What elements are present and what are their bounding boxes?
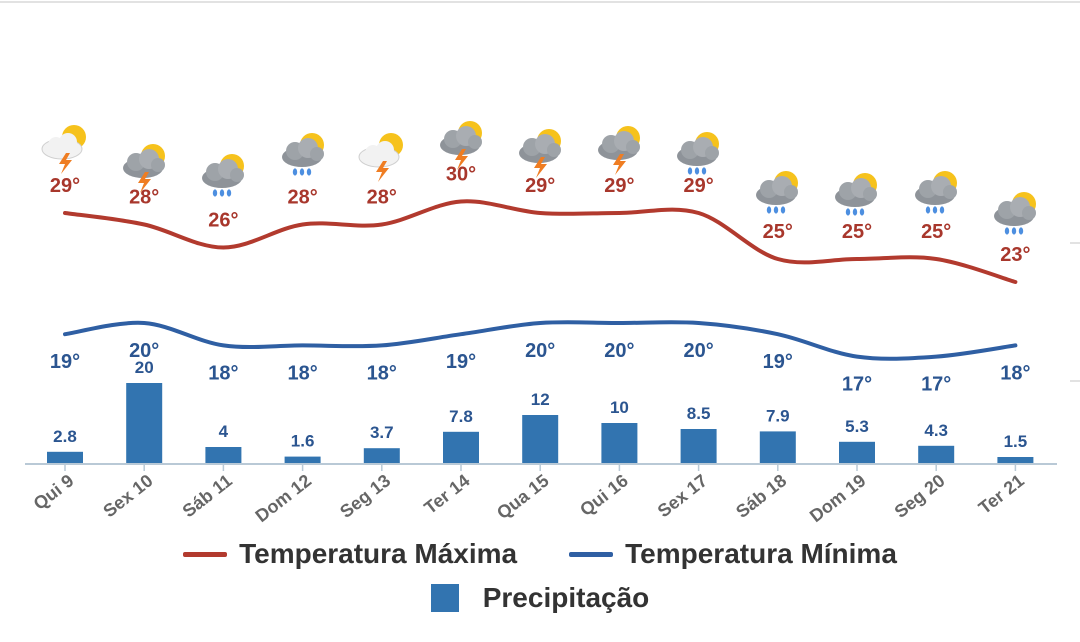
max-temp-label: 29° [525,175,555,197]
max-temp-label: 28° [367,187,397,209]
precip-bar[interactable] [839,441,875,463]
precip-bar[interactable] [601,423,638,463]
precip-value-label: 1.6 [291,432,315,451]
rain-cloud-icon [835,173,877,216]
min-temp-label: 18° [208,362,238,384]
precip-bar[interactable] [759,431,796,463]
storm-cloud-icon [598,126,640,175]
x-tick-label: Dom 19 [806,470,870,526]
x-tick-label: Dom 12 [252,470,316,526]
rain-cloud-icon [282,133,324,176]
rain-cloud-icon [677,132,719,175]
max-temp-label: 25° [763,221,793,243]
precip-bar[interactable] [284,456,321,463]
x-tick-label: Ter 14 [420,470,473,518]
precip-value-label: 20 [135,358,154,377]
precip-bar[interactable] [997,457,1034,463]
min-temp-label: 19° [446,351,476,373]
legend-row-temperatures: Temperatura Máxima Temperatura Mínima [0,534,1080,574]
x-tick-label: Sáb 18 [732,470,790,521]
x-tick-label: Qua 15 [493,470,553,523]
storm-cloud-icon [123,144,165,193]
precip-bar[interactable] [918,445,955,463]
precip-value-label: 4.3 [924,421,948,440]
x-tick-label: Sáb 11 [179,470,236,521]
max-temp-label: 29° [683,175,713,197]
max-temp-label: 25° [842,221,872,243]
min-temp-label: 18° [367,362,397,384]
min-temp-label: 20° [683,340,713,362]
precip-value-label: 12 [531,390,550,409]
min-temp-label: 19° [763,351,793,373]
min-temp-label: 20° [129,340,159,362]
chart-canvas: 2.8 20 4 1.6 3.7 7.8 12 10 8.5 7.9 5.3 4.3 1.5 Qui 9 S… [0,1,1080,526]
precip-bars: 2.8 20 4 1.6 3.7 7.8 12 10 8.5 7.9 5.3 4.3 1.5 [47,358,1034,463]
legend-item-precip[interactable]: Precipitação [430,582,650,614]
precip-value-label: 2.8 [53,427,77,446]
precip-value-label: 1.5 [1004,432,1028,451]
legend-item-max[interactable]: Temperatura Máxima [183,538,517,570]
precip-bar[interactable] [126,383,163,463]
x-tick-label: Sex 10 [99,470,156,521]
x-tick-label: Ter 21 [975,470,1028,518]
legend-label-max: Temperatura Máxima [239,538,518,569]
legend-label-precip: Precipitação [482,582,650,613]
min-temp-label: 18° [287,362,317,384]
precip-bar[interactable] [363,448,400,463]
max-temp-label: 30° [446,164,476,186]
min-temp-label: 19° [50,351,80,373]
legend-label-min: Temperatura Mínima [625,538,897,569]
x-tick-label: Seg 20 [891,470,949,521]
precip-value-label: 7.8 [449,407,473,426]
precip-value-label: 8.5 [687,404,711,423]
min-temp-label: 18° [1000,362,1030,384]
legend-row-precip: Precipitação [0,578,1080,618]
precip-bar[interactable] [522,415,559,463]
max-temp-label: 29° [50,175,80,197]
precip-value-label: 3.7 [370,423,394,442]
min-temp-label: 20° [525,340,555,362]
storm-sun-icon [358,133,403,182]
x-tick-label: Sex 17 [654,470,711,521]
precip-value-label: 5.3 [845,417,869,436]
precip-bar[interactable] [443,431,479,463]
max-temp-label: 28° [129,187,159,209]
max-temp-label: 23° [1000,244,1030,266]
legend-item-min[interactable]: Temperatura Mínima [569,538,897,570]
rain-cloud-icon [915,171,957,214]
min-temp-line[interactable] [63,320,1018,361]
precip-value-label: 10 [610,398,629,417]
precip-value-label: 4 [219,422,229,441]
x-tick-labels: Qui 9 Sex 10 Sáb 11 Dom 12 Seg 13 Ter 14 Qua 1… [30,464,1028,526]
rain-cloud-icon [202,154,244,197]
storm-sun-icon [41,125,86,174]
rain-cloud-icon [756,171,798,214]
storm-cloud-icon [519,129,561,178]
max-temp-line[interactable] [63,199,1018,284]
x-tick-label: Qui 16 [576,470,632,520]
x-tick-label: Qui 9 [30,470,78,513]
max-temp-label: 28° [287,187,317,209]
x-tick-label: Seg 13 [336,470,394,521]
max-temp-labels: 29° 28° 26° 28° 28° 30° 29° 29° 29° 25° 25° 25° 23° [50,164,1031,267]
precip-bar[interactable] [680,429,717,463]
precip-bar[interactable] [47,451,83,463]
precip-value-label: 7.9 [766,406,790,425]
precip-bar[interactable] [205,447,242,463]
min-temp-label: 17° [842,374,872,396]
legend-swatch-precip [430,584,459,612]
legend-swatch-min [569,551,614,557]
max-temp-label: 26° [208,210,238,232]
rain-cloud-icon [994,192,1036,235]
storm-cloud-icon [440,121,482,170]
legend-swatch-max [183,551,228,557]
min-temp-labels: 19° 20° 18° 18° 18° 19° 20° 20° 20° 19° 17° 17° 18° [50,340,1031,396]
max-temp-label: 25° [921,221,951,243]
min-temp-label: 20° [604,340,634,362]
min-temp-label: 17° [921,374,951,396]
max-temp-label: 29° [604,175,634,197]
